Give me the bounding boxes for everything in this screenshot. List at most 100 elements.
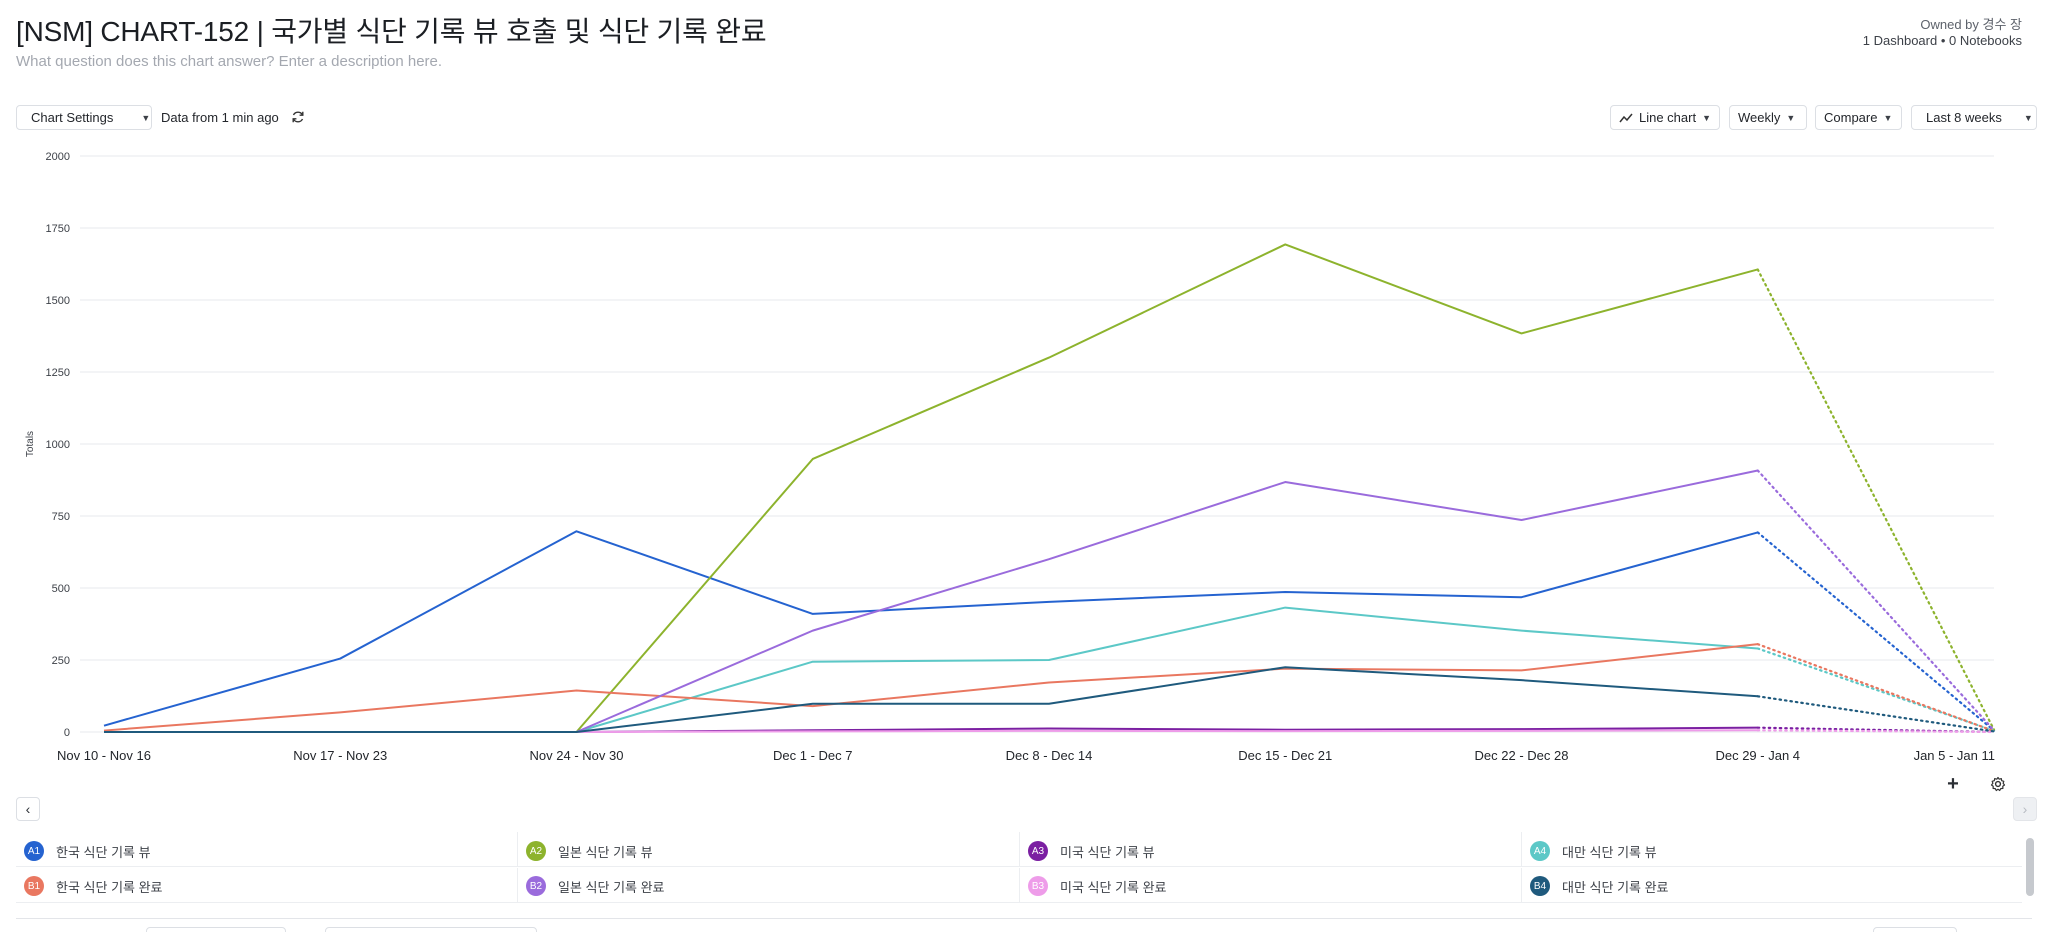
legend-item-a2[interactable]: A2 일본 식단 기록 뷰 — [526, 841, 653, 861]
x-tick-label: Nov 24 - Nov 30 — [530, 748, 624, 763]
chart-settings-button[interactable]: Chart Settings ▼ — [16, 105, 152, 130]
x-tick-label: Nov 10 - Nov 16 — [57, 748, 151, 763]
chevron-down-icon: ▼ — [1883, 112, 1893, 123]
interval-dropdown[interactable]: Weekly ▼ — [1729, 105, 1807, 130]
legend-badge: A3 — [1028, 841, 1048, 861]
line-chart[interactable]: 0 250 500 750 1000 1250 1500 1750 2000 Totals Nov … — [0, 135, 2048, 775]
chart-settings-label: Chart Settings — [31, 110, 114, 125]
y-axis-label: Totals — [25, 431, 36, 457]
legend-label: 대만 식단 기록 뷰 — [1562, 844, 1657, 860]
series-line-b1 — [103, 643, 1758, 732]
legend-badge: A4 — [1530, 841, 1550, 861]
series-partial-line-a1 — [1756, 531, 1996, 732]
legend-label: 한국 식단 기록 완료 — [56, 879, 163, 895]
chart-type-dropdown[interactable]: Line chart ▼ — [1610, 105, 1720, 130]
description-field[interactable]: What question does this chart answer? En… — [16, 53, 443, 70]
chart-legend: A1 한국 식단 기록 뷰 A2 일본 식단 기록 뷰 A3 미국 식단 기록 … — [16, 832, 2022, 904]
add-button[interactable]: + — [1940, 771, 1966, 797]
series-partial-line-b2 — [1756, 469, 1996, 732]
legend-item-a4[interactable]: A4 대만 식단 기록 뷰 — [1530, 841, 1657, 861]
series-partial-line-b1 — [1756, 643, 1996, 733]
chart-type-label: Line chart — [1638, 110, 1697, 125]
legend-divider — [1521, 868, 1522, 903]
x-tick-label: Dec 29 - Jan 4 — [1715, 748, 1800, 763]
date-range-label: Last 8 weeks — [1926, 110, 2002, 125]
legend-badge: A1 — [24, 841, 44, 861]
series-partial-line-b3 — [1756, 729, 1996, 734]
refresh-icon — [292, 111, 304, 123]
owner-label: Owned by 경수 장 — [1920, 17, 2022, 32]
legend-item-b1[interactable]: B1 한국 식단 기록 완료 — [24, 876, 163, 896]
gear-icon — [1990, 776, 2006, 792]
x-tick-label: Jan 5 - Jan 11 — [1914, 748, 1995, 763]
scrollbar-thumb[interactable] — [2026, 838, 2034, 896]
refresh-button[interactable] — [285, 104, 311, 130]
bottom-control[interactable] — [1873, 927, 1957, 932]
legend-badge: B4 — [1530, 876, 1550, 896]
usage-meta[interactable]: 1 Dashboard • 0 Notebooks — [1862, 33, 2022, 48]
series-line-a1 — [103, 530, 1759, 727]
y-tick-label: 1000 — [46, 439, 70, 451]
legend-label: 한국 식단 기록 뷰 — [56, 844, 151, 860]
legend-badge: A2 — [526, 841, 546, 861]
legend-divider — [1521, 832, 1522, 867]
series-partial-line-a2 — [1756, 268, 1996, 731]
x-tick-label: Dec 1 - Dec 7 — [773, 748, 852, 763]
y-tick-label: 1250 — [46, 367, 70, 379]
y-tick-label: 2000 — [46, 151, 70, 163]
legend-label: 미국 식단 기록 뷰 — [1060, 844, 1155, 860]
series-line-b4 — [104, 666, 1758, 733]
bottom-control[interactable] — [146, 927, 286, 932]
legend-label: 일본 식단 기록 완료 — [558, 879, 665, 895]
legend-badge: B2 — [526, 876, 546, 896]
x-tick-label: Nov 17 - Nov 23 — [293, 748, 387, 763]
legend-label: 대만 식단 기록 완료 — [1562, 879, 1669, 895]
legend-item-b2[interactable]: B2 일본 식단 기록 완료 — [526, 876, 665, 896]
legend-label: 미국 식단 기록 완료 — [1060, 879, 1167, 895]
y-tick-label: 500 — [52, 583, 70, 595]
legend-label: 일본 식단 기록 뷰 — [558, 844, 653, 860]
chevron-down-icon[interactable]: ▼ — [2023, 112, 2033, 123]
chevron-down-icon: ▼ — [1786, 112, 1796, 123]
y-tick-label: 1500 — [46, 295, 70, 307]
legend-badge: B1 — [24, 876, 44, 896]
legend-scrollbar[interactable] — [2024, 834, 2036, 900]
chevron-down-icon: ▼ — [1702, 112, 1711, 123]
legend-divider — [1019, 868, 1020, 903]
series-partial-line-b4 — [1756, 695, 1996, 733]
series-line-a2 — [104, 243, 1759, 733]
legend-next-button[interactable]: › — [2013, 797, 2037, 821]
series-line-b2 — [104, 469, 1758, 733]
bottom-control[interactable] — [325, 927, 537, 932]
legend-prev-button[interactable]: ‹ — [16, 797, 40, 821]
x-tick-label: Dec 8 - Dec 14 — [1006, 748, 1093, 763]
y-tick-label: 250 — [52, 655, 70, 667]
data-freshness: Data from 1 min ago — [161, 110, 279, 125]
legend-item-b4[interactable]: B4 대만 식단 기록 완료 — [1530, 876, 1669, 896]
page-title[interactable]: [NSM] CHART-152 | 국가별 식단 기록 뷰 호출 및 식단 기록… — [16, 16, 767, 47]
series-partial-line-a3 — [1756, 726, 1996, 734]
compare-label: Compare — [1824, 110, 1878, 125]
interval-label: Weekly — [1738, 110, 1781, 125]
legend-badge: B3 — [1028, 876, 1048, 896]
compare-dropdown[interactable]: Compare ▼ — [1815, 105, 1902, 130]
chart-gear-button[interactable] — [1985, 771, 2011, 797]
legend-item-a3[interactable]: A3 미국 식단 기록 뷰 — [1028, 841, 1155, 861]
line-chart-icon — [1619, 113, 1633, 122]
date-range-dropdown[interactable]: Last 8 weeks ▼ — [1911, 105, 2037, 130]
y-tick-label: 750 — [52, 511, 70, 523]
legend-divider — [517, 868, 518, 903]
y-tick-label: 0 — [64, 727, 70, 739]
x-tick-label: Dec 15 - Dec 21 — [1238, 748, 1332, 763]
legend-divider — [517, 832, 518, 867]
legend-item-a1[interactable]: A1 한국 식단 기록 뷰 — [24, 841, 151, 861]
chevron-right-icon: › — [2022, 801, 2028, 817]
chevron-left-icon: ‹ — [25, 801, 31, 817]
legend-item-b3[interactable]: B3 미국 식단 기록 완료 — [1028, 876, 1167, 896]
plus-icon: + — [1947, 772, 1959, 795]
chevron-down-icon[interactable]: ▼ — [141, 112, 151, 123]
y-tick-label: 1750 — [46, 223, 70, 235]
legend-divider — [1019, 832, 1020, 867]
x-tick-label: Dec 22 - Dec 28 — [1475, 748, 1569, 763]
divider — [16, 918, 2032, 919]
